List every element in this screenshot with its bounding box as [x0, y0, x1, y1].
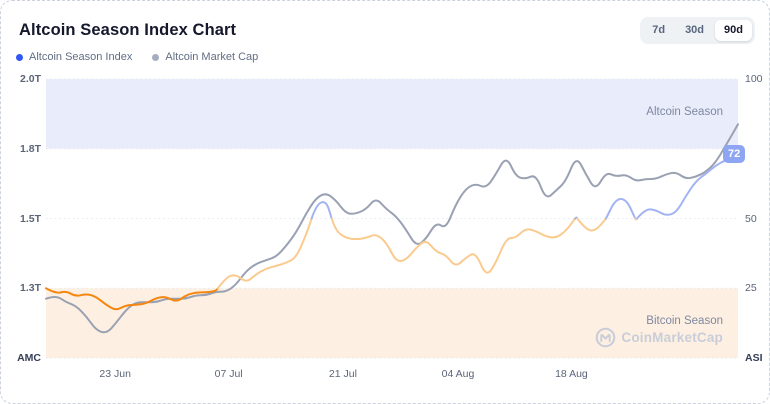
- coinmarketcap-watermark: CoinMarketCap: [595, 327, 723, 348]
- x-axis-tick: 23 Jun: [99, 368, 131, 380]
- chart-legend: Altcoin Season Index Altcoin Market Cap: [16, 51, 258, 63]
- range-button-30d[interactable]: 30d: [676, 20, 713, 41]
- legend-item-altcoin-season-index[interactable]: Altcoin Season Index: [16, 51, 132, 63]
- legend-dot-marketcap-icon: [152, 53, 160, 61]
- right-axis-name: ASI: [745, 352, 763, 364]
- right-axis-tick: 50: [745, 212, 757, 225]
- x-axis-tick: 21 Jul: [328, 368, 357, 380]
- right-axis-tick: 100: [745, 73, 763, 85]
- x-axis-tick: 18 Aug: [555, 368, 588, 380]
- altcoin-season-zone-label: Altcoin Season: [646, 106, 723, 118]
- zone-band-0: [46, 79, 738, 149]
- right-axis-tick: 25: [745, 282, 757, 295]
- range-button-7d[interactable]: 7d: [643, 20, 674, 41]
- bitcoin-season-zone-label: Bitcoin Season: [646, 315, 723, 327]
- index-line-segment: [636, 156, 739, 220]
- index-line-segment: [576, 217, 607, 232]
- left-axis-tick: 2.0T: [19, 73, 41, 85]
- index-line-segment: [216, 217, 313, 290]
- legend-dot-index-icon: [16, 53, 23, 61]
- x-axis-tick: 07 Jul: [214, 368, 243, 380]
- index-line-segment: [310, 201, 333, 220]
- left-axis-tick: 1.5T: [19, 212, 41, 225]
- legend-label-index: Altcoin Season Index: [29, 51, 133, 63]
- range-button-90d[interactable]: 90d: [715, 20, 752, 42]
- left-axis-tick: 1.8T: [19, 142, 41, 155]
- watermark-brand-text: CoinMarketCap: [621, 330, 723, 345]
- market-cap-line: [45, 123, 739, 334]
- coinmarketcap-logo-icon: [596, 327, 616, 348]
- index-line-segment: [330, 217, 577, 274]
- page-title: Altcoin Season Index Chart: [19, 21, 237, 39]
- index-line-segment: [605, 198, 637, 220]
- left-axis-name: AMC: [17, 352, 41, 364]
- range-selector: 7d 30d 90d: [640, 17, 755, 45]
- legend-label-marketcap: Altcoin Market Cap: [165, 51, 259, 63]
- legend-item-altcoin-market-cap[interactable]: Altcoin Market Cap: [152, 51, 258, 63]
- x-axis-tick: 04 Aug: [441, 368, 475, 380]
- current-index-value-badge: 72: [723, 145, 746, 163]
- index-line-segment: [45, 287, 219, 311]
- left-axis-tick: 1.3T: [19, 282, 41, 295]
